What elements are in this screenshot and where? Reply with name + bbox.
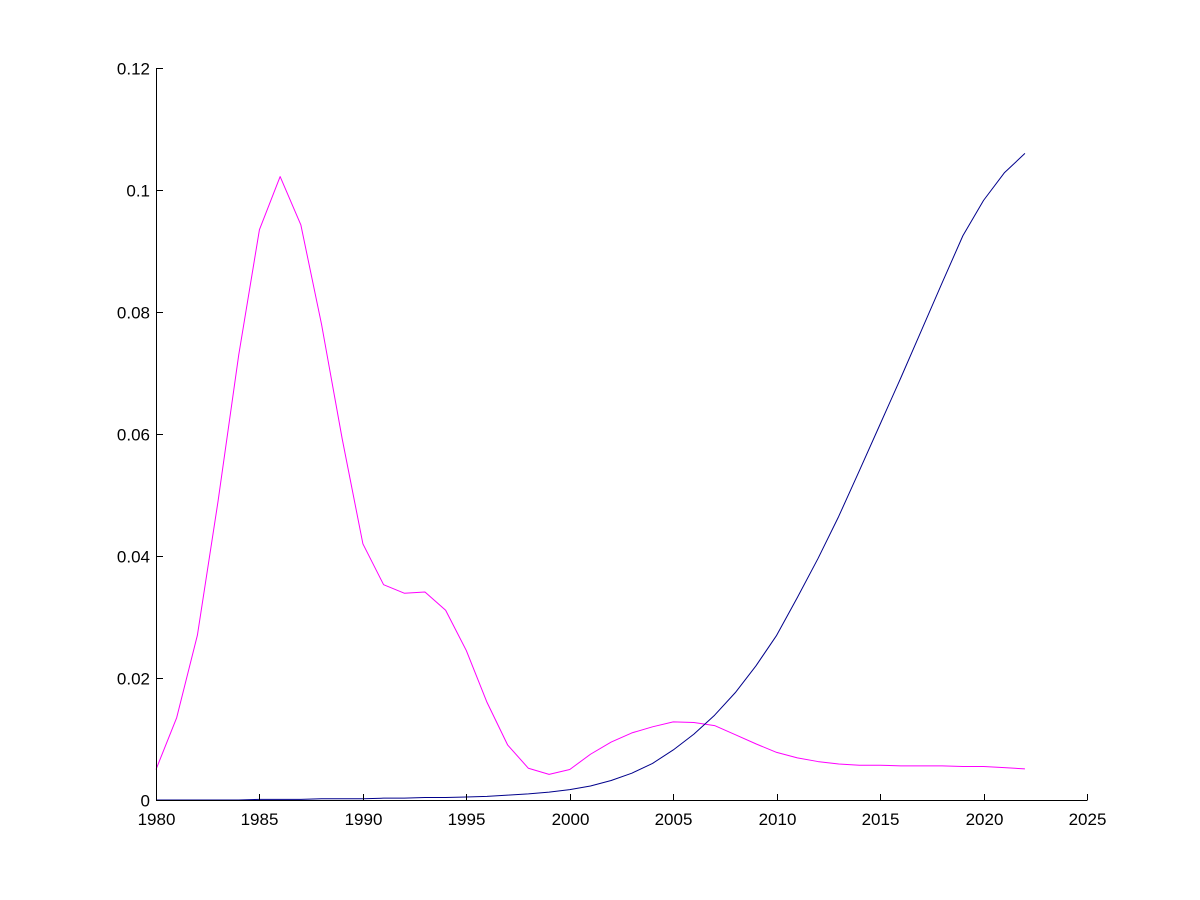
y-tick-label: 0.12 xyxy=(117,60,150,79)
x-tick-label: 2025 xyxy=(1069,810,1107,829)
x-axis-ticks: 1980 1985 1990 1995 2000 2005 2010 2015 2020 2025 xyxy=(138,794,1107,829)
y-tick-label: 0.04 xyxy=(117,548,150,567)
x-tick-label: 2020 xyxy=(966,810,1004,829)
series-1-line xyxy=(155,176,1025,775)
x-tick-label: 1990 xyxy=(345,810,383,829)
y-tick-label: 0.08 xyxy=(117,304,150,323)
y-axis-ticks: 0 0.02 0.04 0.06 0.08 0.1 0.12 xyxy=(117,60,163,811)
series-layer xyxy=(155,153,1026,801)
x-tick-label: 2000 xyxy=(552,810,590,829)
x-tick-label: 2015 xyxy=(862,810,900,829)
x-tick-label: 2005 xyxy=(655,810,693,829)
series-2-line xyxy=(156,153,1026,801)
x-tick-label: 2010 xyxy=(759,810,797,829)
y-tick-label: 0.02 xyxy=(117,670,150,689)
x-tick-label: 1995 xyxy=(448,810,486,829)
x-tick-label: 1980 xyxy=(138,810,176,829)
y-tick-label: 0 xyxy=(141,792,150,811)
y-tick-label: 0.1 xyxy=(126,182,150,201)
y-tick-label: 0.06 xyxy=(117,426,150,445)
x-tick-label: 1985 xyxy=(241,810,279,829)
